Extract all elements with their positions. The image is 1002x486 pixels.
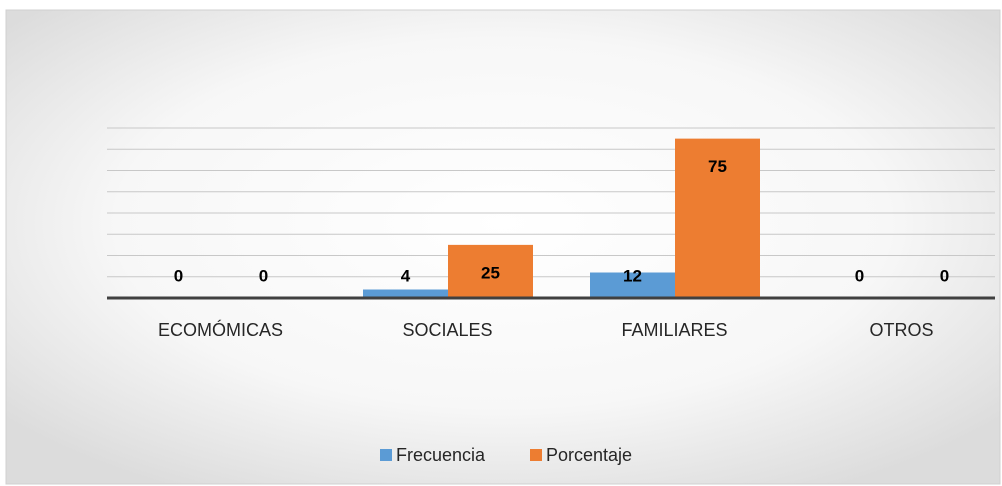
data-label: 0 [174, 266, 183, 285]
legend-swatch [530, 449, 542, 461]
x-tick-label: ECOMÓMICAS [158, 319, 283, 340]
legend-swatch [380, 449, 392, 461]
bar [448, 244, 533, 298]
bar [363, 289, 448, 298]
data-label: 0 [940, 266, 949, 285]
data-label: 4 [401, 266, 411, 285]
data-label: 25 [481, 263, 500, 282]
bar [675, 138, 760, 298]
x-tick-label: SOCIALES [402, 320, 492, 340]
legend-label: Porcentaje [546, 445, 632, 465]
bar [590, 272, 675, 298]
data-label: 12 [623, 266, 642, 285]
data-label: 0 [259, 266, 268, 285]
data-label: 0 [855, 266, 864, 285]
x-tick-label: FAMILIARES [621, 320, 727, 340]
legend-label: Frecuencia [396, 445, 486, 465]
data-label: 75 [708, 157, 727, 176]
x-tick-label: OTROS [869, 320, 933, 340]
